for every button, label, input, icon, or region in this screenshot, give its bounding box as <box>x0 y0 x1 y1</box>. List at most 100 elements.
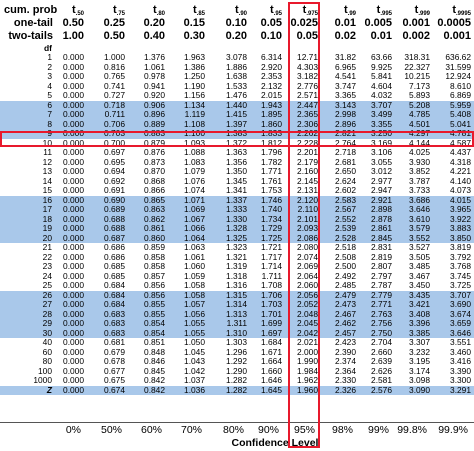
table-cell: 31.599 <box>445 61 471 72</box>
df-cell: 20 <box>42 232 52 243</box>
table-cell: 1.345 <box>226 175 247 186</box>
confidence-level-value: 98% <box>331 424 353 436</box>
t-symbol: t <box>343 4 348 16</box>
confidence-level-value: 99.8% <box>397 424 427 436</box>
table-cell: 2.069 <box>297 261 318 271</box>
table-cell: 0.000 <box>63 318 84 328</box>
one-tail-header-row: one-tail 0.50 0.25 0.20 0.15 0.10 0.05 0.025 0.… <box>0 17 474 30</box>
table-row: 9 0.000 0.703 0.883 1.100 1.383 1.833 2.262 2.82… <box>0 128 474 139</box>
t-symbol: t <box>269 4 274 16</box>
table-row: 17 0.000 0.689 0.863 1.069 1.333 1.740 2.110 2.5… <box>0 204 474 215</box>
table-cell: 1.729 <box>261 223 282 233</box>
table-cell: 0.854 <box>144 327 165 338</box>
table-cell: 4.541 <box>335 71 356 81</box>
table-cell: 1.066 <box>184 223 205 233</box>
table-row: 1000 0.000 0.675 0.842 1.037 1.282 1.646 1.962 2… <box>0 375 474 386</box>
table-cell: 2.878 <box>371 213 392 224</box>
table-cell: 0.851 <box>144 337 165 347</box>
table-cell: 2.485 <box>335 280 356 290</box>
table-cell: 1.037 <box>184 375 205 385</box>
table-cell: 0.684 <box>104 299 125 309</box>
table-cell: 2.462 <box>335 318 356 328</box>
table-cell: 0.000 <box>63 52 84 62</box>
table-cell: 12.924 <box>445 71 471 81</box>
table-cell: 3.646 <box>409 204 430 214</box>
table-cell: 0.694 <box>104 166 125 176</box>
table-cell: 2.571 <box>297 90 318 100</box>
t-symbol: t <box>234 4 239 16</box>
table-row: 21 0.000 0.686 0.859 1.063 1.323 1.721 2.080 2.5… <box>0 242 474 253</box>
table-cell: 1.059 <box>184 270 205 281</box>
table-row: 4 0.000 0.741 0.941 1.190 1.533 2.132 2.776 3.74… <box>0 80 474 92</box>
table-cell: 1.083 <box>184 156 205 167</box>
table-cell: 0.741 <box>104 80 125 91</box>
bottom-rule <box>0 422 474 423</box>
df-cell: 9 <box>47 128 52 138</box>
table-cell: 2.947 <box>371 185 392 195</box>
table-cell: 2.110 <box>297 204 318 214</box>
table-cell: 2.131 <box>297 185 318 195</box>
highlight-box-column-975 <box>288 2 320 448</box>
table-cell: 3.707 <box>450 289 471 300</box>
table-cell: 3.098 <box>409 375 430 385</box>
table-cell: 0.685 <box>104 270 125 281</box>
table-cell: 0.000 <box>63 166 84 176</box>
table-row: 26 0.000 0.684 0.856 1.058 1.315 1.706 2.056 2.4… <box>0 289 474 300</box>
table-cell: 2.681 <box>335 156 356 167</box>
table-cell: 1.310 <box>226 327 247 338</box>
table-cell: 2.920 <box>261 61 282 72</box>
table-cell: 10.215 <box>404 71 430 81</box>
table-cell: 5.408 <box>450 109 471 119</box>
table-cell: 0.816 <box>104 61 125 72</box>
table-cell: 3.551 <box>450 337 471 347</box>
table-cell: 3.527 <box>409 242 430 252</box>
df-cell: 2 <box>47 61 52 72</box>
two-tails-value: 0.40 <box>143 30 165 42</box>
table-cell: 3.365 <box>335 90 356 100</box>
table-row: 100 0.000 0.677 0.845 1.042 1.290 1.660 1.984 2.… <box>0 365 474 377</box>
table-cell: 4.437 <box>450 147 471 157</box>
t-symbol: t <box>192 4 197 16</box>
table-row: 20 0.000 0.687 0.860 1.064 1.325 1.725 2.086 2.5… <box>0 232 474 243</box>
table-cell: 1.134 <box>184 99 205 110</box>
table-cell: 1.860 <box>261 118 282 129</box>
t-subscript: .80 <box>156 11 165 17</box>
table-cell: 1.717 <box>261 251 282 262</box>
table-cell: 1.684 <box>261 337 282 347</box>
table-cell: 2.764 <box>335 137 356 148</box>
table-cell: 1.740 <box>261 204 282 214</box>
table-cell: 1.725 <box>261 232 282 243</box>
table-cell: 3.646 <box>450 327 471 338</box>
table-cell: 0.870 <box>144 166 165 176</box>
table-cell: 0.689 <box>104 204 125 214</box>
table-cell: 2.064 <box>297 270 318 281</box>
table-cell: 0.711 <box>104 109 125 119</box>
one-tail-value: 0.50 <box>62 17 84 29</box>
table-cell: 2.093 <box>297 223 318 233</box>
table-cell: 2.583 <box>335 194 356 205</box>
df-cell: 18 <box>42 213 52 224</box>
table-cell: 0.000 <box>63 71 84 81</box>
table-cell: 3.090 <box>409 384 430 395</box>
confidence-level-value: 99% <box>367 424 389 436</box>
table-cell: 0.000 <box>63 261 84 271</box>
table-cell: 2.228 <box>297 137 318 148</box>
table-cell: 5.959 <box>450 99 471 110</box>
table-cell: 1.761 <box>261 175 282 186</box>
table-cell: 2.539 <box>335 223 356 233</box>
df-cell: 19 <box>42 223 52 233</box>
table-cell: 1.341 <box>226 185 247 195</box>
table-cell: 2.831 <box>371 242 392 252</box>
table-cell: 3.291 <box>450 384 471 395</box>
table-cell: 2.364 <box>335 365 356 376</box>
table-cell: 1.664 <box>261 356 282 366</box>
table-cell: 3.300 <box>450 375 471 385</box>
table-cell: 0.906 <box>144 99 165 110</box>
table-cell: 1.533 <box>226 80 247 91</box>
table-cell: 1.292 <box>226 356 247 366</box>
table-cell: 3.707 <box>371 99 392 110</box>
table-cell: 1.734 <box>261 213 282 224</box>
df-cell: 21 <box>42 242 52 252</box>
table-cell: 1.660 <box>261 365 282 376</box>
table-cell: 1.055 <box>184 318 205 328</box>
